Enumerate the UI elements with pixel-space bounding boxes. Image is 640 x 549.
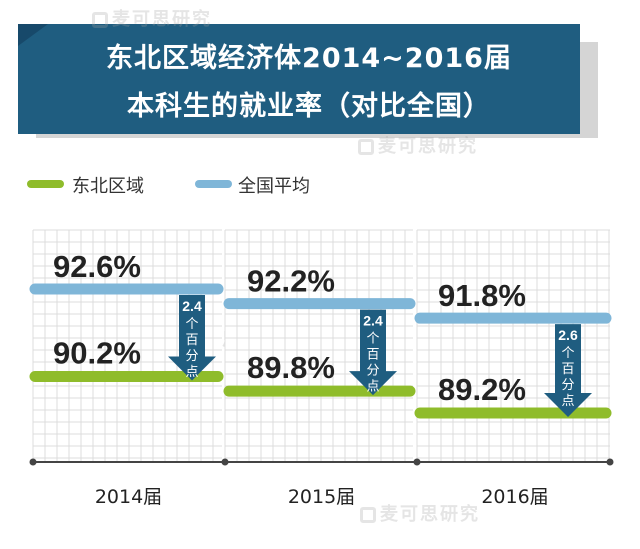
gap-unit-label: 点 (185, 365, 198, 380)
x-axis-tick (221, 458, 229, 466)
x-axis-tick (413, 458, 421, 466)
gap-unit-label: 百 (366, 348, 379, 363)
chart-title-line-1: 东北区域经济体2014~2016届 (106, 43, 512, 74)
gap-arrow (349, 309, 397, 396)
gap-unit-label: 个 (366, 332, 379, 347)
value-label-northeast: 90.2% (53, 336, 141, 371)
title-banner-box (18, 24, 580, 134)
gap-value-label: 2.4 (182, 298, 202, 314)
gap-unit-label: 分 (185, 349, 198, 364)
value-label-northeast: 89.2% (438, 372, 526, 407)
watermark: 麦可思研究 (92, 5, 212, 31)
watermark: 麦可思研究 (358, 132, 478, 158)
chart-title-line-2: 本科生的就业率（对比全国） (127, 91, 491, 122)
legend-label-national: 全国平均 (238, 176, 310, 197)
value-label-national: 91.8% (438, 278, 526, 313)
value-label-northeast: 89.8% (247, 350, 335, 385)
gap-unit-label: 百 (561, 362, 574, 377)
gap-value-label: 2.6 (558, 327, 578, 343)
gap-unit-label: 百 (185, 333, 198, 348)
x-tick-label: 2014届 (95, 486, 162, 508)
gap-value-label: 2.4 (363, 313, 383, 329)
gap-arrow (544, 324, 592, 417)
gap-unit-label: 点 (366, 380, 379, 395)
gap-unit-label: 分 (561, 378, 574, 393)
x-axis-tick (606, 458, 614, 466)
x-tick-label: 2016届 (481, 486, 548, 508)
gap-arrow (168, 295, 216, 381)
legend-label-northeast: 东北区域 (72, 176, 144, 197)
title-banner (18, 24, 598, 138)
title-banner-fold (18, 24, 48, 46)
gap-unit-label: 个 (561, 346, 574, 361)
gap-unit-label: 个 (185, 317, 198, 332)
watermark: 麦可思研究 (360, 500, 480, 526)
gap-unit-label: 点 (561, 394, 574, 409)
x-axis-tick (29, 458, 37, 466)
gap-unit-label: 分 (366, 364, 379, 379)
value-label-national: 92.2% (247, 264, 335, 299)
x-tick-label: 2015届 (288, 486, 355, 508)
value-label-national: 92.6% (53, 249, 141, 284)
